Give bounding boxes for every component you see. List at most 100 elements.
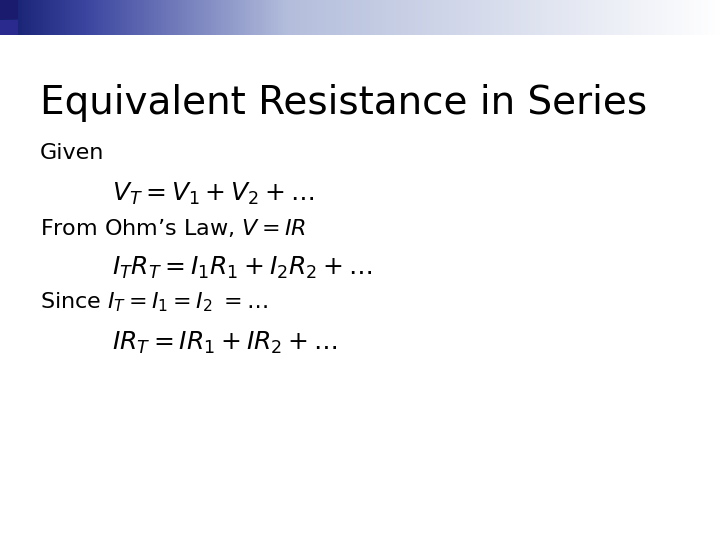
Bar: [581, 0, 584, 35]
Bar: [7, 0, 10, 35]
Bar: [271, 0, 274, 35]
Text: $IR_T = IR_1 + IR_2 + \ldots$: $IR_T = IR_1 + IR_2 + \ldots$: [112, 329, 337, 356]
Bar: [84, 0, 87, 35]
Bar: [715, 0, 719, 35]
Bar: [353, 0, 356, 35]
Bar: [173, 0, 176, 35]
Bar: [250, 0, 253, 35]
Bar: [209, 0, 212, 35]
Bar: [446, 0, 449, 35]
Bar: [9, 0, 13, 35]
Bar: [650, 0, 654, 35]
Bar: [113, 0, 116, 35]
Bar: [384, 0, 387, 35]
Bar: [346, 0, 348, 35]
Bar: [151, 0, 154, 35]
Bar: [708, 0, 711, 35]
Bar: [377, 0, 380, 35]
Bar: [216, 0, 219, 35]
Bar: [430, 0, 433, 35]
Bar: [509, 0, 512, 35]
Bar: [295, 0, 298, 35]
Bar: [374, 0, 377, 35]
Bar: [612, 0, 615, 35]
Bar: [614, 0, 618, 35]
Bar: [144, 0, 147, 35]
Bar: [139, 0, 143, 35]
Bar: [117, 0, 121, 35]
Bar: [199, 0, 202, 35]
Bar: [698, 0, 701, 35]
Bar: [646, 0, 649, 35]
Bar: [598, 0, 600, 35]
Bar: [415, 0, 418, 35]
Bar: [394, 0, 397, 35]
Bar: [665, 0, 668, 35]
Bar: [149, 0, 152, 35]
Bar: [254, 0, 258, 35]
Bar: [312, 0, 315, 35]
Bar: [549, 0, 553, 35]
Bar: [439, 0, 442, 35]
Bar: [257, 0, 260, 35]
Bar: [574, 0, 577, 35]
Bar: [691, 0, 694, 35]
Bar: [567, 0, 570, 35]
Bar: [355, 0, 359, 35]
Bar: [38, 0, 42, 35]
Bar: [540, 0, 543, 35]
Bar: [432, 0, 435, 35]
Bar: [437, 0, 440, 35]
Bar: [499, 0, 503, 35]
Bar: [74, 0, 78, 35]
Bar: [413, 0, 416, 35]
Bar: [588, 0, 591, 35]
Bar: [132, 0, 135, 35]
Bar: [492, 0, 495, 35]
Bar: [569, 0, 572, 35]
Bar: [223, 0, 226, 35]
Bar: [19, 0, 22, 35]
Bar: [243, 0, 246, 35]
Bar: [396, 0, 399, 35]
Bar: [482, 0, 485, 35]
Bar: [58, 0, 60, 35]
Bar: [511, 0, 514, 35]
Bar: [583, 0, 586, 35]
Bar: [192, 0, 195, 35]
Bar: [333, 0, 337, 35]
Bar: [161, 0, 164, 35]
Bar: [293, 0, 296, 35]
Bar: [50, 0, 53, 35]
Bar: [24, 0, 27, 35]
Bar: [643, 0, 647, 35]
Bar: [533, 0, 536, 35]
Bar: [418, 0, 420, 35]
Bar: [362, 0, 366, 35]
Bar: [538, 0, 541, 35]
Bar: [286, 0, 289, 35]
Bar: [351, 0, 354, 35]
Text: Since $I_T = I_1 = I_2 \;= \ldots$: Since $I_T = I_1 = I_2 \;= \ldots$: [40, 291, 268, 314]
Bar: [2, 0, 6, 35]
Bar: [204, 0, 207, 35]
Bar: [682, 0, 685, 35]
Bar: [307, 0, 310, 35]
Text: From Ohm’s Law, $V = IR$: From Ohm’s Law, $V = IR$: [40, 216, 306, 239]
Bar: [185, 0, 188, 35]
Bar: [202, 0, 204, 35]
Bar: [27, 0, 30, 35]
Bar: [610, 0, 613, 35]
Bar: [108, 0, 111, 35]
Bar: [528, 0, 531, 35]
Bar: [382, 0, 384, 35]
Bar: [279, 0, 282, 35]
Bar: [425, 0, 428, 35]
Bar: [341, 0, 344, 35]
Bar: [410, 0, 413, 35]
Bar: [449, 0, 452, 35]
Bar: [300, 0, 303, 35]
Bar: [477, 0, 481, 35]
Bar: [81, 0, 85, 35]
Bar: [197, 0, 200, 35]
